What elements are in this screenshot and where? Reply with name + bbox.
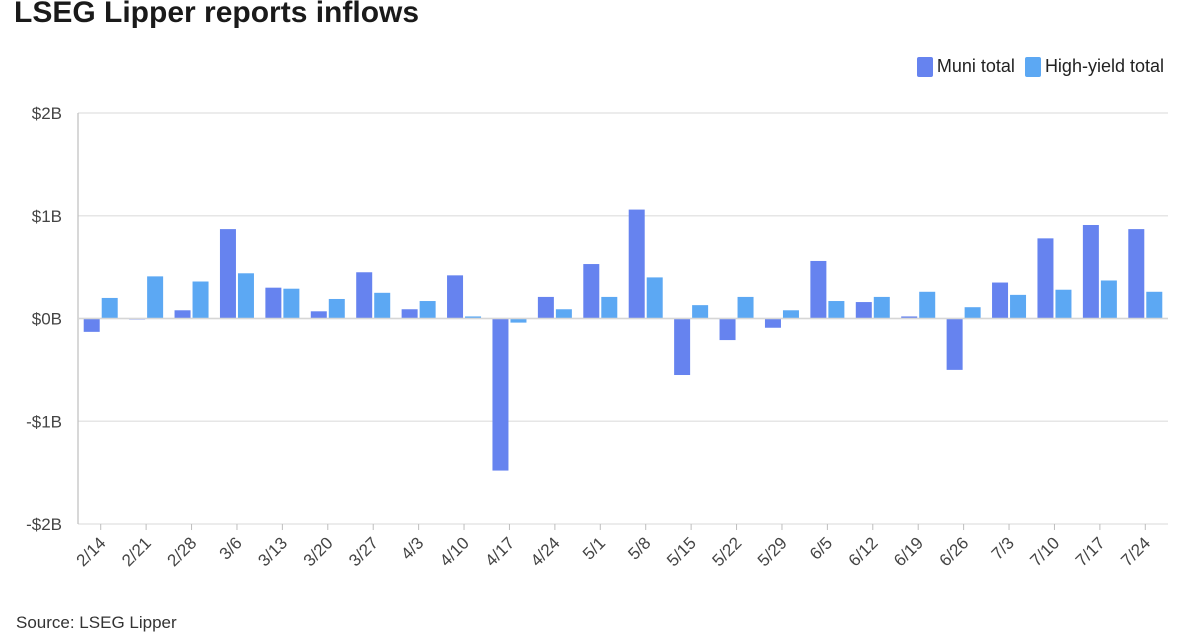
x-tick-label: 5/8 (624, 533, 654, 563)
bar-muni (674, 318, 691, 376)
bar-muni (310, 311, 327, 319)
bar-high-yield (328, 298, 345, 319)
bar-muni (946, 318, 963, 370)
bar-high-yield (1010, 294, 1027, 319)
bar-high-yield (692, 305, 709, 319)
legend-swatch-muni (916, 56, 933, 77)
x-tick-label: 4/10 (436, 533, 473, 570)
bar-high-yield (283, 288, 300, 319)
bar-high-yield (419, 301, 436, 319)
bar-muni (628, 209, 645, 319)
x-tick-label: 7/3 (988, 533, 1018, 563)
x-tick-label: 2/21 (118, 533, 155, 570)
bar-muni (219, 229, 236, 319)
bar-muni (83, 318, 100, 332)
legend: Muni total High-yield total (916, 56, 1164, 77)
bar-muni (992, 282, 1009, 319)
y-tick-label: $2B (32, 104, 62, 123)
legend-label-muni: Muni total (936, 56, 1015, 76)
legend-swatch-high-yield (1024, 56, 1041, 77)
y-tick-label: $0B (32, 310, 62, 329)
bar-muni (764, 318, 781, 328)
bar-high-yield (237, 273, 254, 319)
bar-muni (537, 296, 554, 319)
x-tick-label: 2/14 (73, 533, 110, 570)
x-tick-label: 3/27 (345, 533, 382, 570)
x-tick-label: 4/17 (481, 533, 518, 570)
bar-muni (1037, 238, 1054, 319)
legend-item-high-yield: High-yield total (1024, 56, 1164, 77)
bar-high-yield (782, 310, 799, 319)
legend-label-high-yield: High-yield total (1044, 56, 1164, 76)
bar-muni (855, 302, 872, 319)
bar-high-yield (510, 318, 527, 323)
bar-high-yield (192, 281, 209, 319)
x-tick-label: 6/26 (936, 533, 973, 570)
chart-title: LSEG Lipper reports inflows (14, 0, 420, 29)
bar-high-yield (1055, 289, 1072, 319)
x-tick-label: 4/24 (527, 533, 564, 570)
bar-high-yield (601, 296, 618, 319)
y-tick-label: -$1B (26, 412, 62, 431)
bar-high-yield (646, 277, 663, 319)
x-tick-label: 3/6 (216, 533, 246, 563)
bar-high-yield (465, 316, 482, 319)
x-tick-label: 7/17 (1072, 533, 1109, 570)
y-tick-label: -$2B (26, 515, 62, 534)
x-tick-label: 5/22 (709, 533, 746, 570)
bar-high-yield (919, 291, 936, 319)
x-tick-label: 3/13 (254, 533, 291, 570)
bar-muni (356, 272, 373, 319)
x-tick-label: 4/3 (397, 533, 427, 563)
source-note: Source: LSEG Lipper (16, 613, 177, 632)
bar-muni (1128, 229, 1145, 319)
y-tick-label: $1B (32, 207, 62, 226)
bar-high-yield (101, 297, 118, 319)
bar-muni (810, 260, 827, 319)
bar-muni (265, 287, 282, 319)
x-tick-label: 7/24 (1117, 533, 1154, 570)
bar-high-yield (828, 301, 845, 319)
bar-high-yield (1100, 280, 1117, 319)
x-tick-label: 2/28 (164, 533, 201, 570)
x-tick-label: 5/1 (579, 533, 609, 563)
bar-muni (583, 264, 600, 319)
bar-high-yield (147, 276, 164, 319)
bar-muni (901, 316, 918, 319)
bar-high-yield (1146, 291, 1163, 319)
x-tick-label: 5/29 (754, 533, 791, 570)
x-tick-label: 6/12 (845, 533, 882, 570)
bar-muni (1082, 224, 1099, 319)
x-tick-label: 6/19 (890, 533, 927, 570)
bar-high-yield (964, 307, 981, 319)
bar-high-yield (555, 309, 572, 319)
bar-muni (401, 309, 418, 319)
bar-muni (447, 275, 464, 319)
x-tick-label: 6/5 (806, 533, 836, 563)
x-tick-label: 3/20 (300, 533, 337, 570)
bar-muni (719, 318, 736, 341)
bar-high-yield (873, 296, 890, 319)
bar-high-yield (737, 296, 754, 319)
bar-muni (174, 310, 191, 319)
bar-muni (492, 318, 509, 471)
x-tick-label: 7/10 (1026, 533, 1063, 570)
x-tick-label: 5/15 (663, 533, 700, 570)
bar-high-yield (374, 292, 391, 319)
legend-item-muni: Muni total (916, 56, 1015, 77)
